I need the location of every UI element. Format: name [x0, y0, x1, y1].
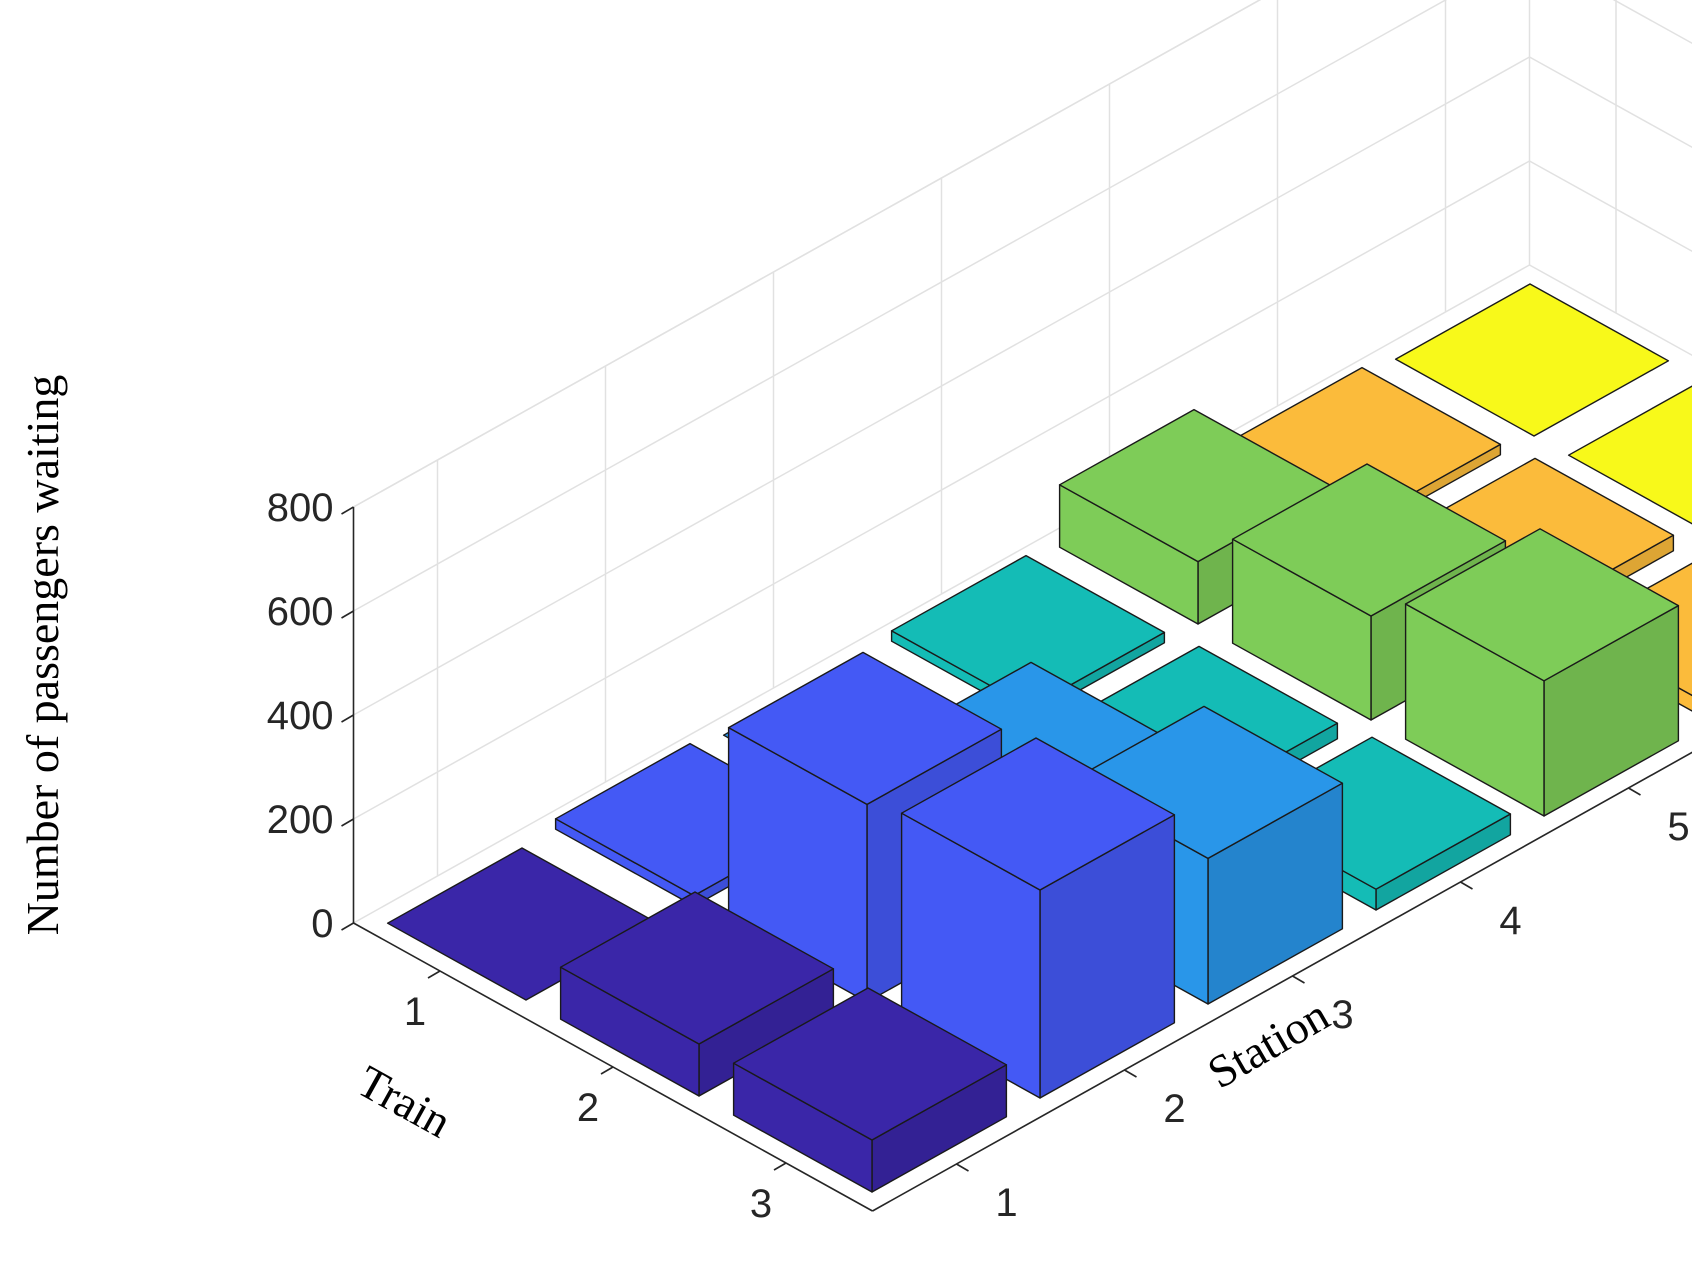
train-tick-label: 2 — [577, 1086, 599, 1130]
z-tick-label: 800 — [267, 486, 334, 530]
z-tick-mark — [342, 819, 354, 826]
z-tick-mark — [342, 715, 354, 722]
station-tick-mark — [1461, 882, 1473, 889]
z-tick-mark — [342, 611, 354, 618]
grid-line-top — [1530, 0, 1692, 137]
train-tick-mark — [428, 971, 440, 978]
z-axis-label: Number of passengers waiting — [17, 375, 68, 936]
z-tick-mark — [342, 923, 354, 930]
station-tick-label: 1 — [995, 1181, 1017, 1225]
train-tick-mark — [774, 1163, 786, 1170]
z-tick-label: 200 — [267, 798, 334, 842]
z-tick-label: 400 — [267, 694, 334, 738]
station-tick-mark — [1629, 788, 1641, 795]
station-tick-label: 5 — [1667, 805, 1689, 849]
z-tick-mark — [342, 507, 354, 514]
grid-line-z — [1530, 0, 1692, 241]
station-axis-label: Station — [1199, 989, 1337, 1098]
train-tick-label: 3 — [750, 1182, 772, 1226]
station-tick-mark — [1293, 976, 1305, 983]
train-tick-label: 1 — [404, 990, 426, 1034]
station-tick-label: 4 — [1499, 899, 1521, 943]
z-tick-label: 600 — [267, 590, 334, 634]
bars-layer — [388, 284, 1692, 1192]
station-tick-mark — [1125, 1070, 1137, 1077]
grid-line-z — [1530, 0, 1692, 137]
station-tick-label: 2 — [1163, 1087, 1185, 1131]
train-axis-label: Train — [349, 1055, 459, 1147]
z-tick-label: 0 — [311, 902, 333, 946]
station-tick-mark — [957, 1164, 969, 1171]
train-tick-mark — [601, 1067, 613, 1074]
